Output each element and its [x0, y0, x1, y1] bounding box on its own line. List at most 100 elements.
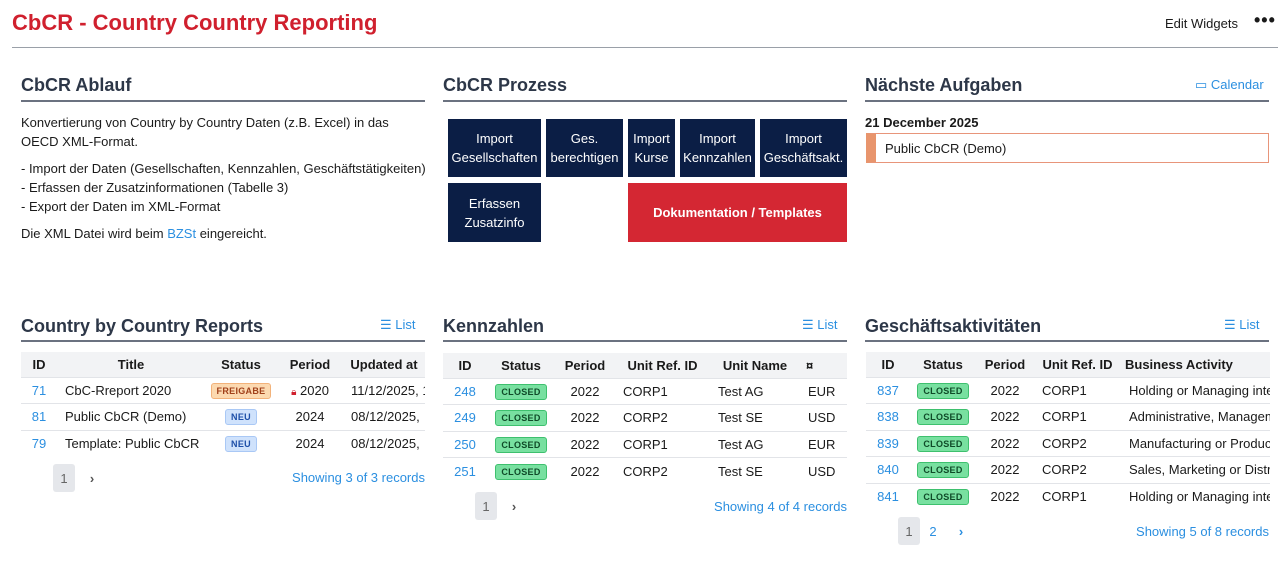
- list-icon: ☰: [802, 317, 814, 332]
- list-label: List: [1239, 317, 1260, 332]
- col-header[interactable]: Business Activity: [1121, 352, 1270, 377]
- page-1-button[interactable]: 1: [898, 517, 920, 545]
- col-header[interactable]: Updated at: [343, 352, 425, 377]
- gesellschaften-berechtigen-button[interactable]: Ges. berechtigen: [546, 119, 623, 177]
- row-id[interactable]: 841: [866, 482, 910, 510]
- calendar-link[interactable]: ▭ Calendar: [1195, 77, 1264, 93]
- next-page-icon[interactable]: ›: [89, 470, 95, 486]
- status-badge: CLOSED: [917, 382, 969, 399]
- table-row[interactable]: 79 Template: Public CbCR NEU 2024 08/12/2025…: [21, 429, 425, 457]
- list-label: List: [395, 317, 416, 332]
- updated-at: 11/12/2025, 1: [343, 376, 425, 404]
- import-geschaeftsakt-button[interactable]: Import Geschäftsakt.: [760, 119, 847, 177]
- more-menu-icon[interactable]: •••: [1254, 10, 1276, 30]
- col-header[interactable]: Title: [57, 352, 205, 377]
- table-row[interactable]: 251 CLOSED 2022 CORP2 Test SE USD: [443, 457, 847, 484]
- status-badge: CLOSED: [917, 409, 969, 426]
- reports-list-link[interactable]: ☰ List: [380, 317, 416, 333]
- status-badge: CLOSED: [917, 489, 969, 505]
- import-gesellschaften-button[interactable]: Import Gesellschaften: [448, 119, 541, 177]
- page-2-button[interactable]: 2: [929, 523, 937, 539]
- row-id[interactable]: 839: [866, 429, 910, 457]
- row-id[interactable]: 250: [443, 430, 487, 458]
- status-badge: NEU: [225, 409, 257, 426]
- kennzahlen-list-link[interactable]: ☰ List: [802, 317, 838, 333]
- col-header[interactable]: Status: [487, 353, 555, 378]
- activity-cell: Sales, Marketing or Distrib: [1121, 456, 1270, 483]
- ablauf-step: - Export der Daten im XML-Format: [21, 199, 221, 214]
- table-row[interactable]: 81 Public CbCR (Demo) NEU 2024 08/12/2025,: [21, 403, 425, 430]
- col-header[interactable]: Unit Ref. ID: [615, 353, 710, 378]
- status-badge: CLOSED: [495, 436, 547, 453]
- table-row[interactable]: 71 CbC-Rreport 2020 FREIGABE 🔒︎ 2020 11/12/2…: [21, 376, 425, 404]
- ablauf-intro: Konvertierung von Country by Country Dat…: [21, 115, 389, 149]
- col-header[interactable]: Period: [555, 353, 615, 378]
- submit-text: Die XML Datei wird beim: [21, 226, 168, 241]
- edit-widgets-button[interactable]: Edit Widgets: [1165, 16, 1238, 31]
- list-label: List: [817, 317, 838, 332]
- period: 2022: [976, 456, 1034, 483]
- row-id[interactable]: 840: [866, 456, 910, 483]
- geschaeft-list-link[interactable]: ☰ List: [1224, 317, 1260, 333]
- name-cell: Test SE: [710, 457, 800, 484]
- cur-cell: USD: [800, 457, 847, 484]
- activity-cell: Holding or Managing intell: [1121, 376, 1270, 404]
- import-kennzahlen-button[interactable]: Import Kennzahlen: [680, 119, 755, 177]
- currency-icon[interactable]: ¤: [800, 353, 847, 378]
- row-id[interactable]: 838: [866, 403, 910, 430]
- col-header[interactable]: Period: [277, 352, 343, 377]
- period: 2024: [277, 429, 343, 457]
- table-row[interactable]: 841 CLOSED 2022 CORP1 Holding or Managing in…: [866, 482, 1270, 510]
- divider: [21, 100, 425, 102]
- bzst-link[interactable]: BZSt: [167, 226, 197, 241]
- divider: [443, 340, 847, 342]
- table-row[interactable]: 839 CLOSED 2022 CORP2 Manufacturing or Produ…: [866, 429, 1270, 457]
- table-row[interactable]: 248 CLOSED 2022 CORP1 Test AG EUR: [443, 377, 847, 405]
- col-header[interactable]: ID: [443, 353, 487, 378]
- row-id[interactable]: 248: [443, 377, 487, 405]
- col-header[interactable]: ID: [866, 352, 910, 377]
- table-row[interactable]: 249 CLOSED 2022 CORP2 Test SE USD: [443, 404, 847, 431]
- divider: [865, 340, 1269, 342]
- next-page-icon[interactable]: ›: [511, 498, 517, 514]
- period: 2022: [555, 430, 615, 458]
- next-page-icon[interactable]: ›: [958, 523, 964, 539]
- col-header[interactable]: Status: [205, 352, 277, 377]
- row-id[interactable]: 251: [443, 457, 487, 484]
- ref-cell: CORP1: [1034, 403, 1121, 430]
- import-kurse-button[interactable]: Import Kurse: [628, 119, 675, 177]
- period: 2022: [555, 377, 615, 405]
- report-id[interactable]: 71: [21, 376, 57, 404]
- records-count: Showing 3 of 3 records: [292, 470, 425, 485]
- erfassen-zusatzinfo-button[interactable]: Erfassen Zusatzinfo: [448, 183, 541, 242]
- divider: [865, 100, 1269, 102]
- report-id[interactable]: 79: [21, 429, 57, 457]
- header-divider: [12, 47, 1278, 48]
- dokumentation-templates-button[interactable]: Dokumentation / Templates: [628, 183, 847, 242]
- widget-title-geschaeft: Geschäftsaktivitäten: [865, 316, 1042, 336]
- kennzahlen-table: ID Status Period Unit Ref. ID Unit Name …: [443, 353, 847, 484]
- table-row[interactable]: 837 CLOSED 2022 CORP1 Holding or Managing in…: [866, 376, 1270, 404]
- widget-title-prozess: CbCR Prozess: [443, 75, 568, 95]
- reports-table: ID Title Status Period Updated at 71 CbC-…: [21, 352, 425, 457]
- report-id[interactable]: 81: [21, 403, 57, 430]
- table-row[interactable]: 250 CLOSED 2022 CORP1 Test AG EUR: [443, 430, 847, 458]
- report-title: CbC-Rreport 2020: [57, 376, 205, 404]
- col-header[interactable]: Period: [976, 352, 1034, 377]
- page-1-button[interactable]: 1: [475, 492, 497, 520]
- ref-cell: CORP2: [615, 404, 710, 431]
- row-id[interactable]: 249: [443, 404, 487, 431]
- task-item[interactable]: Public CbCR (Demo): [866, 133, 1269, 163]
- table-row[interactable]: 840 CLOSED 2022 CORP2 Sales, Marketing or Di…: [866, 456, 1270, 483]
- divider: [21, 340, 425, 342]
- col-header[interactable]: Status: [910, 352, 976, 377]
- name-cell: Test AG: [710, 377, 800, 405]
- col-header[interactable]: Unit Ref. ID: [1034, 352, 1121, 377]
- table-row[interactable]: 838 CLOSED 2022 CORP1 Administrative, Manage…: [866, 403, 1270, 430]
- row-id[interactable]: 837: [866, 376, 910, 404]
- col-header[interactable]: ID: [21, 352, 57, 377]
- page-1-button[interactable]: 1: [53, 464, 75, 492]
- name-cell: Test AG: [710, 430, 800, 458]
- col-header[interactable]: Unit Name: [710, 353, 800, 378]
- cur-cell: USD: [800, 404, 847, 431]
